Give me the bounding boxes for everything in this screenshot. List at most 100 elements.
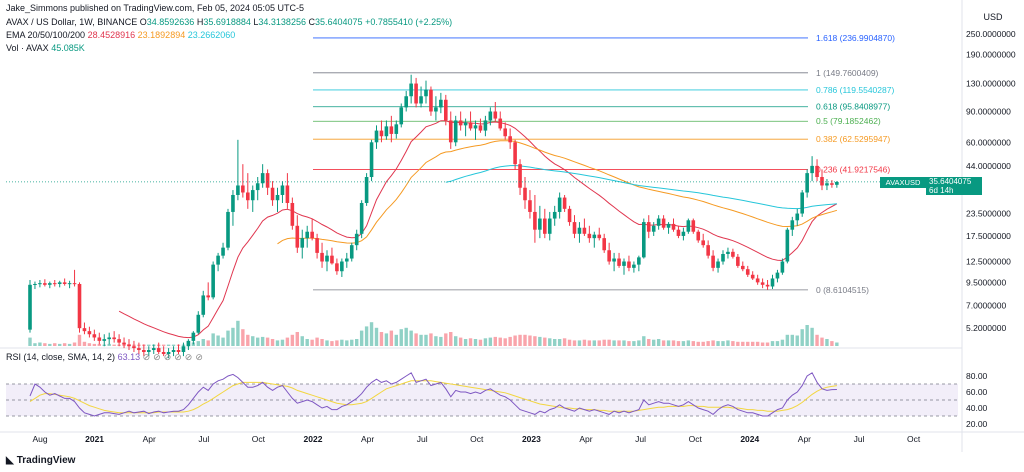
volume-bar — [310, 339, 314, 346]
candle-body — [726, 251, 730, 254]
candle-body — [800, 192, 804, 214]
candle-body — [637, 257, 641, 265]
candle-body — [612, 258, 616, 262]
volume-bar — [661, 340, 666, 346]
candle-body — [409, 83, 413, 97]
rsi-legend[interactable]: RSI (14, close, SMA, 14, 2) 63.13 ⊘⊘⊘⊘⊘⊘ — [6, 352, 206, 363]
candle-body — [513, 142, 517, 165]
price-tick-label: 250.0000000 — [966, 29, 1016, 39]
volume-bar — [444, 333, 448, 346]
volume-bar — [449, 332, 453, 346]
volume-bar — [364, 326, 369, 346]
volume-bar — [488, 337, 493, 346]
volume-bar — [260, 336, 265, 346]
volume-bar — [582, 339, 587, 346]
volume-bar — [389, 330, 394, 346]
candle-body — [666, 223, 671, 228]
tradingview-brand[interactable]: ◣ TradingView — [6, 455, 75, 466]
volume-bar — [533, 336, 537, 346]
volume-legend[interactable]: Vol · AVAX 45.085K — [6, 43, 85, 53]
candle-body — [226, 211, 230, 248]
candle-body — [28, 284, 32, 330]
volume-bar — [656, 339, 661, 346]
candle-body — [236, 185, 240, 195]
candle-body — [488, 111, 493, 121]
volume-bar — [483, 338, 488, 346]
volume-bar — [241, 329, 245, 346]
candle-body — [795, 213, 800, 221]
price-tick-label: 9.5000000 — [966, 277, 1006, 287]
candle-body — [592, 234, 597, 239]
close-value: 35.6404075 — [314, 17, 363, 27]
volume-bar — [439, 336, 443, 346]
fib-level-label: 0 (8.6104515) — [816, 285, 869, 295]
candle-body — [508, 136, 512, 143]
candle-body — [166, 352, 171, 355]
volume-bar — [597, 340, 601, 346]
candle-body — [414, 83, 418, 104]
volume-bar — [567, 339, 572, 346]
bar-countdown: 6d 14h — [929, 185, 954, 195]
volume-bar — [780, 339, 785, 346]
fib-level-label: 0.786 (119.5540287) — [816, 85, 894, 95]
rsi-ma-line — [29, 380, 837, 414]
volume-bar — [671, 340, 676, 346]
currency-label[interactable]: USD — [983, 12, 1003, 22]
candle-body — [483, 120, 488, 131]
volume-bar — [285, 337, 290, 346]
volume-bar — [265, 337, 270, 346]
volume-bar — [553, 339, 557, 346]
volume-bar — [642, 336, 646, 346]
rsi-value: 63.13 — [117, 352, 141, 362]
candle-body — [785, 229, 790, 262]
candle-body — [384, 126, 389, 137]
volume-bar — [211, 333, 215, 346]
volume-bar — [681, 341, 686, 346]
volume-bar — [161, 344, 166, 346]
candle-body — [374, 130, 379, 143]
volume-bar — [275, 340, 280, 346]
candle-body — [38, 283, 42, 285]
candle-body — [557, 197, 562, 212]
volume-bar — [741, 341, 745, 346]
volume-bar — [607, 339, 611, 346]
candle-body — [102, 339, 107, 341]
candle-body — [646, 222, 651, 232]
candle-body — [246, 192, 250, 201]
time-tick-label: Apr — [798, 434, 811, 444]
candle-body — [33, 283, 37, 285]
candle-body — [820, 177, 824, 186]
ema-legend[interactable]: EMA 20/50/100/200 28.4528916 23.1892894 … — [6, 30, 235, 40]
ema50-line — [277, 140, 838, 245]
volume-bar — [270, 339, 275, 346]
change-value: +0.7855410 (+2.25%) — [365, 17, 453, 27]
volume-bar — [602, 339, 606, 346]
fib-level-label: 0.5 (79.1852462) — [816, 116, 881, 126]
candle-body — [543, 218, 547, 234]
volume-bar — [528, 335, 532, 346]
volume-bar — [92, 343, 97, 346]
candle-body — [671, 223, 676, 230]
volume-bar — [201, 339, 205, 346]
candle-body — [805, 173, 809, 193]
ema100-line — [445, 164, 837, 210]
candle-body — [250, 190, 255, 201]
candle-body — [72, 283, 77, 285]
time-tick-label: Oct — [907, 434, 921, 444]
candle-body — [340, 261, 344, 272]
candle-body — [656, 218, 661, 226]
candle-body — [176, 350, 181, 352]
candle-body — [651, 225, 656, 232]
candle-body — [503, 128, 507, 137]
candle-body — [478, 125, 483, 131]
volume-bar — [72, 342, 77, 346]
candle-body — [439, 99, 443, 108]
candle-body — [67, 283, 72, 285]
candle-body — [562, 197, 567, 209]
volume-bar — [587, 340, 592, 346]
volume-bar — [359, 330, 364, 346]
candle-body — [448, 120, 453, 143]
volume-bar — [686, 340, 691, 346]
symbol-title: AVAX / US Dollar, 1W, BINANCE — [6, 17, 138, 27]
